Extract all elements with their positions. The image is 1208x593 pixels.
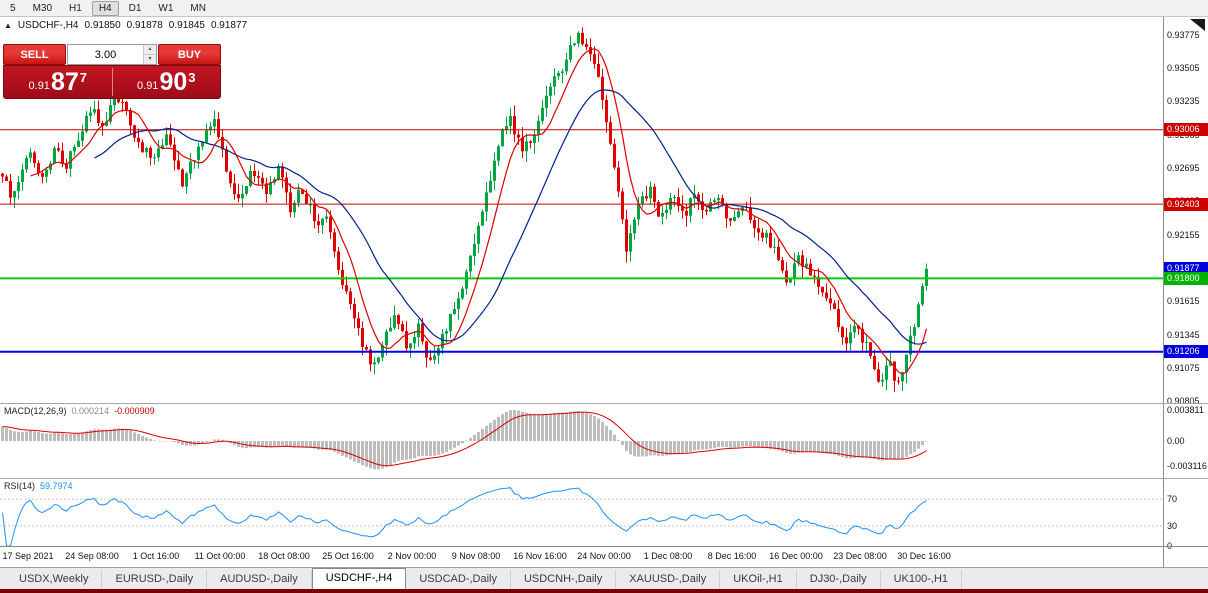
volume-input[interactable]: [68, 45, 143, 64]
chart-tab-uk100-h1[interactable]: UK100-,H1: [881, 570, 963, 589]
axis-label: -0.003116: [1167, 461, 1207, 472]
price-divider: [111, 68, 113, 96]
chart-tab-bar: USDX,Weekly EURUSD-,Daily AUDUSD-,Daily USD…: [0, 567, 1208, 589]
window-bottom-strip: [0, 589, 1208, 593]
pane-separator[interactable]: [0, 403, 1208, 404]
timeframe-button-m30[interactable]: M30: [32, 2, 53, 14]
price-badge: 0.91206: [1164, 345, 1208, 359]
time-axis-label: 17 Sep 2021: [2, 551, 54, 561]
chart-tab-xauusd-daily[interactable]: XAUUSD-,Daily: [616, 570, 721, 589]
one-click-trading-panel: SELL ▴ ▾ BUY 0.91 87 7 0.91: [3, 44, 221, 99]
timeframe-toolbar: 5 M30 H1 H4 D1 W1 MN: [0, 0, 1208, 17]
sell-price-sup: 7: [79, 70, 87, 85]
time-axis-label: 25 Oct 16:00: [322, 551, 374, 561]
axis-label: 0.91075: [1167, 362, 1200, 373]
time-axis-label: 30 Dec 16:00: [897, 551, 951, 561]
chart-tab-usdcnh-daily[interactable]: USDCNH-,Daily: [511, 570, 617, 589]
price-axis-separator: [1163, 17, 1164, 567]
time-axis-label: 9 Nov 08:00: [451, 551, 501, 561]
sell-button[interactable]: SELL: [3, 44, 66, 65]
chart-tab-dj30-daily[interactable]: DJ30-,Daily: [797, 570, 881, 589]
macd-main-value: 0.000214: [71, 406, 110, 416]
volume-spinner: ▴ ▾: [143, 45, 156, 64]
buy-button[interactable]: BUY: [158, 44, 221, 65]
candlestick-chart[interactable]: [0, 17, 1163, 403]
sell-price-prefix: 0.91: [28, 80, 50, 92]
time-axis-label: 24 Nov 00:00: [577, 551, 631, 561]
axis-label: 0.92695: [1167, 163, 1200, 174]
timeframe-button-h4[interactable]: H4: [91, 0, 119, 16]
volume-increase-button[interactable]: ▴: [144, 45, 156, 55]
axis-label: 0.93235: [1167, 96, 1200, 107]
price-badge: 0.92403: [1164, 197, 1208, 211]
macd-name: MACD(12,26,9): [4, 406, 67, 416]
macd-pane[interactable]: MACD(12,26,9) 0.000214 -0.000909: [0, 404, 1163, 478]
axis-label: 0.003811: [1167, 405, 1204, 415]
macd-signal-value: -0.000909: [114, 406, 155, 416]
axis-label: 0.91345: [1167, 329, 1200, 340]
rsi-indicator-label: RSI(14) 59.7974: [4, 481, 73, 491]
chart-tab-audusd-daily[interactable]: AUDUSD-,Daily: [207, 570, 312, 589]
rsi-value: 59.7974: [40, 481, 73, 491]
buy-price-big: 90: [159, 68, 188, 96]
timeframe-button-w1[interactable]: W1: [158, 2, 174, 14]
ohlc-open: 0.91850: [84, 20, 121, 31]
time-axis-label: 23 Dec 08:00: [833, 551, 887, 561]
timeframe-button-d1[interactable]: D1: [128, 2, 142, 14]
sell-price-big: 87: [50, 68, 79, 96]
rsi-name: RSI(14): [4, 481, 36, 491]
timeframe-button-mn[interactable]: MN: [190, 2, 206, 14]
ohlc-close: 0.91877: [210, 20, 248, 31]
axis-label: 0.90805: [1167, 396, 1200, 407]
chart-tab-ukoil-h1[interactable]: UKOil-,H1: [720, 570, 797, 589]
time-axis-label: 16 Nov 16:00: [513, 551, 567, 561]
buy-price-prefix: 0.91: [137, 80, 159, 92]
axis-label: 0.00: [1167, 436, 1185, 446]
timeframe-button-h1[interactable]: H1: [69, 2, 82, 14]
chart-tab-usdchf-h4[interactable]: USDCHF-,H4: [311, 568, 407, 589]
price-axis[interactable]: 0.937750.935050.932350.929650.926950.924…: [1164, 17, 1208, 567]
axis-label: 0.92155: [1167, 229, 1200, 240]
axis-label: 0.91615: [1167, 296, 1200, 307]
chart-tab-usdx-weekly[interactable]: USDX,Weekly: [6, 570, 103, 589]
main-chart-pane[interactable]: ▲ USDCHF-,H4 0.91850 0.91878 0.91845 0.9…: [0, 17, 1163, 403]
time-axis-label: 1 Dec 08:00: [643, 551, 693, 561]
buy-price-display[interactable]: 0.91 90 3: [113, 66, 221, 98]
buy-price-sup: 3: [188, 70, 196, 85]
price-badge: 0.93006: [1164, 123, 1208, 137]
time-axis-label: 24 Sep 08:00: [65, 551, 119, 561]
ohlc-high: 0.91878: [126, 20, 163, 31]
time-axis-label: 11 Oct 00:00: [194, 551, 246, 561]
time-axis-label: 1 Oct 16:00: [132, 551, 180, 561]
macd-indicator-label: MACD(12,26,9) 0.000214 -0.000909: [4, 406, 155, 416]
time-axis[interactable]: 17 Sep 2021 24 Sep 08:00 1 Oct 16:00 11 Oct…: [0, 547, 1208, 567]
time-axis-label: 16 Dec 00:00: [769, 551, 823, 561]
rsi-pane[interactable]: RSI(14) 59.7974: [0, 479, 1163, 547]
chart-symbol-label: USDCHF-,H4: [17, 20, 79, 31]
axis-label: 0.93505: [1167, 63, 1200, 74]
chart-tab-usdcad-daily[interactable]: USDCAD-,Daily: [406, 570, 511, 589]
axis-label: 70: [1167, 494, 1178, 505]
volume-decrease-button[interactable]: ▾: [144, 55, 156, 64]
sell-price-display[interactable]: 0.91 87 7: [4, 66, 112, 98]
axis-label: 30: [1167, 520, 1178, 531]
ohlc-header: ▲ USDCHF-,H4 0.91850 0.91878 0.91845 0.9…: [4, 20, 247, 31]
axis-label: 0.93775: [1167, 29, 1200, 40]
pane-separator[interactable]: [0, 478, 1208, 479]
chart-tab-eurusd-daily[interactable]: EURUSD-,Daily: [102, 570, 208, 589]
price-badge: 0.91800: [1164, 271, 1208, 285]
ohlc-low: 0.91845: [168, 20, 205, 31]
timeframe-button-5[interactable]: 5: [10, 2, 16, 14]
time-axis-label: 8 Dec 16:00: [707, 551, 757, 561]
time-axis-label: 2 Nov 00:00: [387, 551, 437, 561]
macd-chart: [0, 404, 1163, 483]
one-click-toggle-icon[interactable]: ▲: [4, 21, 12, 30]
time-axis-label: 18 Oct 08:00: [258, 551, 310, 561]
time-axis-separator: [0, 546, 1208, 547]
rsi-chart: [0, 479, 1163, 551]
